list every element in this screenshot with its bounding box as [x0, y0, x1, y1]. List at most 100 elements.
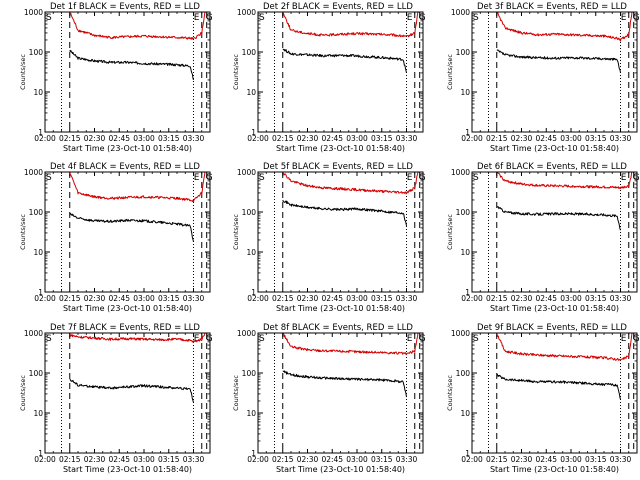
x-tick-label: 02:45: [321, 455, 343, 464]
x-tick-label: 03:15: [158, 134, 180, 143]
time-marker-label: E: [407, 173, 413, 183]
time-marker-label: E: [621, 334, 627, 344]
y-tick-label: 10: [246, 248, 256, 257]
y-tick-label: 1000: [24, 168, 43, 177]
x-tick-label: 02:15: [272, 455, 294, 464]
x-tick-label: 03:30: [396, 134, 418, 143]
x-axis-label: Start Time (23-Oct-10 01:58:40): [63, 144, 192, 153]
time-marker-label: E: [621, 173, 627, 183]
x-tick-label: 03:00: [560, 134, 582, 143]
series-events-line: [496, 49, 621, 73]
plot-frame: [471, 332, 638, 454]
time-marker-label: E: [194, 334, 200, 344]
x-tick-label: 02:00: [461, 455, 483, 464]
y-tick-label: 1: [465, 288, 470, 297]
x-tick-label: 03:00: [346, 455, 368, 464]
panel-title: Det 1f BLACK = Events, RED = LLD: [50, 2, 200, 12]
x-tick-label: 03:15: [158, 455, 180, 464]
time-marker-label: G: [633, 334, 640, 344]
detector-panel: Det 1f BLACK = Events, RED = LLD 1 10 100 10…: [19, 2, 213, 153]
x-tick-label: 03:00: [346, 134, 368, 143]
x-tick-label: 03:00: [560, 294, 582, 303]
detector-panel: Det 4f BLACK = Events, RED = LLD 1 10 100 10…: [19, 162, 213, 313]
y-tick-label: 1000: [451, 8, 470, 17]
x-tick-label: 03:30: [610, 455, 632, 464]
plot-frame: [44, 11, 211, 133]
x-axis-label: Start Time (23-Oct-10 01:58:40): [490, 304, 619, 313]
plot-frame: [44, 332, 211, 454]
y-tick-label: 1000: [237, 8, 256, 17]
detector-panel: Det 5f BLACK = Events, RED = LLD 1 10 100 10…: [232, 162, 426, 313]
x-tick-label: 03:30: [610, 134, 632, 143]
time-marker-label: G: [633, 173, 640, 183]
series-events-line: [282, 199, 407, 226]
x-tick-label: 03:00: [346, 294, 368, 303]
x-tick-label: 03:15: [371, 455, 393, 464]
x-tick-label: 02:15: [486, 134, 508, 143]
plot-frame: [471, 11, 638, 133]
x-tick-label: 02:45: [535, 455, 557, 464]
x-tick-label: 02:45: [535, 294, 557, 303]
time-marker-label: S: [46, 13, 52, 23]
detector-panel: Det 8f BLACK = Events, RED = LLD 1 10 100 10…: [232, 323, 426, 474]
panel-title: Det 4f BLACK = Events, RED = LLD: [50, 162, 200, 172]
x-axis-label: Start Time (23-Oct-10 01:58:40): [276, 304, 405, 313]
x-tick-label: 03:30: [396, 455, 418, 464]
series-events-line: [69, 212, 194, 242]
y-tick-label: 100: [456, 208, 471, 217]
x-tick-label: 03:30: [610, 294, 632, 303]
panel-title: Det 2f BLACK = Events, RED = LLD: [263, 2, 413, 12]
x-tick-label: 02:00: [247, 294, 269, 303]
time-marker-label: S: [259, 13, 265, 23]
x-tick-label: 03:15: [371, 134, 393, 143]
x-tick-label: 03:00: [133, 294, 155, 303]
y-tick-label: 1: [465, 449, 470, 458]
time-marker-label: S: [259, 173, 265, 183]
x-tick-label: 02:45: [108, 134, 130, 143]
x-tick-label: 02:45: [321, 294, 343, 303]
panel-title: Det 3f BLACK = Events, RED = LLD: [477, 2, 627, 12]
time-marker-label: S: [473, 334, 479, 344]
x-tick-label: 02:45: [108, 294, 130, 303]
y-tick-label: 10: [33, 88, 43, 97]
y-axis-label: Counts/sec: [446, 375, 454, 411]
series-events-line: [496, 373, 621, 400]
x-tick-label: 02:15: [272, 294, 294, 303]
series-lld-line: [69, 11, 206, 40]
y-tick-label: 1: [38, 128, 43, 137]
plot-frame: [257, 11, 424, 133]
y-tick-label: 100: [29, 369, 44, 378]
x-tick-label: 02:45: [108, 455, 130, 464]
x-tick-label: 02:00: [247, 134, 269, 143]
y-tick-label: 100: [456, 48, 471, 57]
plot-frame: [44, 171, 211, 293]
y-tick-label: 1: [465, 128, 470, 137]
time-marker-label: G: [419, 173, 426, 183]
y-axis-label: Counts/sec: [446, 54, 454, 90]
plot-frame: [257, 332, 424, 454]
x-tick-label: 02:00: [34, 455, 56, 464]
x-tick-label: 03:30: [183, 134, 205, 143]
series-lld-line: [496, 171, 633, 190]
x-tick-label: 02:15: [59, 455, 81, 464]
y-tick-label: 10: [460, 248, 470, 257]
x-tick-label: 02:30: [511, 134, 533, 143]
y-axis-label: Counts/sec: [232, 54, 240, 90]
y-axis-label: Counts/sec: [19, 54, 27, 90]
time-marker-label: E: [194, 173, 200, 183]
x-tick-label: 03:30: [183, 455, 205, 464]
panel-title: Det 8f BLACK = Events, RED = LLD: [263, 323, 413, 333]
detector-panel: Det 2f BLACK = Events, RED = LLD 1 10 100 10…: [232, 2, 426, 153]
panel-title: Det 5f BLACK = Events, RED = LLD: [263, 162, 413, 172]
x-tick-label: 02:30: [297, 134, 319, 143]
series-lld-line: [282, 171, 419, 195]
x-axis-label: Start Time (23-Oct-10 01:58:40): [490, 144, 619, 153]
series-lld-line: [69, 332, 206, 343]
series-lld-line: [496, 11, 633, 42]
y-tick-label: 10: [460, 409, 470, 418]
x-axis-label: Start Time (23-Oct-10 01:58:40): [276, 144, 405, 153]
y-tick-label: 10: [246, 88, 256, 97]
x-tick-label: 02:15: [486, 294, 508, 303]
y-tick-label: 1000: [451, 168, 470, 177]
